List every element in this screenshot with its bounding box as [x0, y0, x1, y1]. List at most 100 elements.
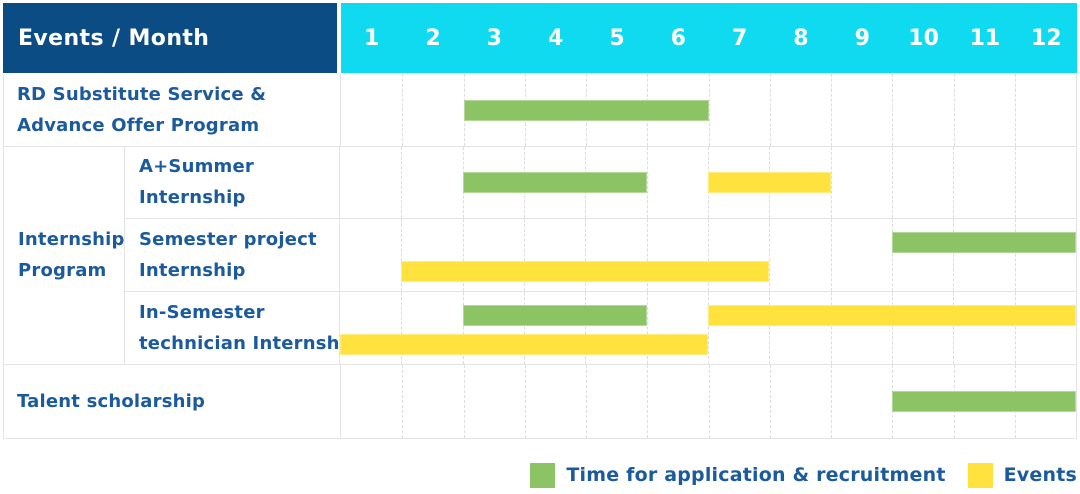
table-row: In-Semester technician Internship: [125, 291, 1076, 364]
month-gridline: [646, 146, 648, 218]
row-label-line: Internship: [139, 259, 246, 281]
legend: Time for application & recruitment Events: [3, 462, 1077, 488]
gantt-bar-events: [708, 172, 831, 194]
gantt-bar-events: [340, 333, 708, 355]
month-gridline: [953, 291, 955, 364]
month-gridline: [524, 365, 526, 438]
month-gridline: [769, 219, 771, 291]
month-gridline: [892, 146, 893, 218]
month-gridline: [646, 219, 648, 291]
legend-item-application: Time for application & recruitment: [530, 462, 946, 488]
month-label-3: 3: [486, 25, 502, 51]
month-gridline: [769, 291, 771, 364]
month-label-9: 9: [854, 25, 870, 51]
row-label: A+Summer Internship: [125, 146, 340, 218]
row-label-line: In-Semester: [139, 301, 265, 323]
group-subrows: A+Summer Internship Semester project Intern…: [125, 146, 1076, 364]
month-gridline: [585, 219, 587, 291]
legend-label: Time for application & recruitment: [566, 464, 946, 486]
gantt-bar-application: [892, 391, 1076, 413]
events-month-header-cell: Events / Month: [3, 3, 337, 73]
gantt-bar-application: [463, 99, 709, 121]
month-gridline: [402, 74, 404, 146]
table-row: Semester project Internship: [125, 219, 1076, 292]
month-gridline: [401, 146, 403, 218]
gantt-bar-events: [708, 304, 1076, 326]
row-label: Semester project Internship: [125, 219, 340, 291]
month-gridline: [401, 291, 403, 364]
group-label-line: Internship: [18, 229, 125, 251]
month-label-11: 11: [969, 25, 1001, 51]
row-label-line: Internship: [139, 187, 246, 209]
month-gridline: [1014, 219, 1016, 291]
month-gridline: [401, 219, 403, 291]
month-gridline: [831, 74, 832, 146]
month-label-10: 10: [908, 25, 939, 51]
month-label-7: 7: [731, 25, 748, 51]
group-row: Internship Program A+Summer Internship Semes…: [4, 146, 1076, 365]
month-gridline: [892, 74, 894, 146]
month-gridline: [524, 219, 525, 291]
table-row: Talent scholarship: [4, 365, 1076, 438]
month-gridline: [830, 146, 832, 218]
month-gridline: [462, 291, 464, 364]
month-gridline: [462, 219, 464, 291]
row-label: Talent scholarship: [4, 365, 341, 438]
month-gridline: [646, 291, 648, 364]
month-gridline: [830, 219, 832, 291]
gantt-table: Events / Month 1 2 3 4 5 6 7 8 9 10 11 12 RD Substi…: [3, 3, 1077, 488]
month-gridline: [708, 365, 710, 438]
gantt-bar-application: [462, 172, 647, 194]
gantt-bar-events: [401, 261, 770, 282]
row-label-line: Semester project: [139, 228, 317, 250]
month-gridline: [769, 365, 771, 438]
month-gridline: [586, 365, 587, 438]
month-gridline: [769, 74, 771, 146]
row-label-line: technician Internship: [139, 332, 360, 354]
month-gridline: [830, 291, 832, 364]
month-gridline: [1014, 74, 1016, 146]
group-label-line: Program: [18, 260, 107, 282]
month-gridline: [953, 219, 955, 291]
month-gridline: [892, 291, 893, 364]
table-row: RD Substitute Service & Advance Offer Pro…: [4, 74, 1076, 147]
row-label-line: Advance Offer Program: [17, 114, 260, 136]
month-header: 1 2 3 4 5 6 7 8 9 10 11 12: [341, 3, 1077, 73]
row-label: In-Semester technician Internship: [125, 291, 360, 364]
gantt-bar-application: [892, 232, 1076, 253]
row-label-line: Talent scholarship: [17, 390, 206, 412]
month-gridline: [892, 219, 893, 291]
header-title: Events / Month: [18, 25, 210, 51]
legend-swatch-application: [530, 462, 556, 488]
month-gridline: [1014, 146, 1016, 218]
row-timeline: [340, 146, 1076, 218]
row-label: RD Substitute Service & Advance Offer Pro…: [4, 74, 341, 146]
row-label-line: A+Summer: [139, 156, 254, 178]
month-gridline: [708, 219, 709, 291]
month-gridline: [585, 291, 587, 364]
month-gridline: [647, 365, 649, 438]
month-label-4: 4: [547, 25, 564, 51]
month-gridline: [708, 74, 710, 146]
row-timeline: [340, 219, 1076, 291]
month-gridline: [524, 291, 525, 364]
legend-item-events: Events: [967, 462, 1077, 488]
month-label-2: 2: [425, 25, 441, 51]
month-gridline: [402, 365, 404, 438]
row-label-line: RD Substitute Service &: [17, 83, 267, 105]
month-gridline: [1014, 291, 1016, 364]
month-gridline: [708, 291, 709, 364]
month-label-8: 8: [793, 25, 809, 51]
month-gridline: [953, 74, 955, 146]
month-gridline: [953, 146, 955, 218]
legend-swatch-events: [967, 462, 993, 488]
table-body: RD Substitute Service & Advance Offer Pro…: [3, 74, 1077, 439]
gantt-bar-application: [462, 304, 647, 326]
row-timeline: [341, 365, 1076, 438]
month-label-12: 12: [1030, 25, 1062, 51]
month-label-1: 1: [364, 25, 380, 51]
month-label-6: 6: [670, 25, 686, 51]
group-label-cell: Internship Program: [4, 146, 125, 364]
month-gridline: [463, 365, 465, 438]
